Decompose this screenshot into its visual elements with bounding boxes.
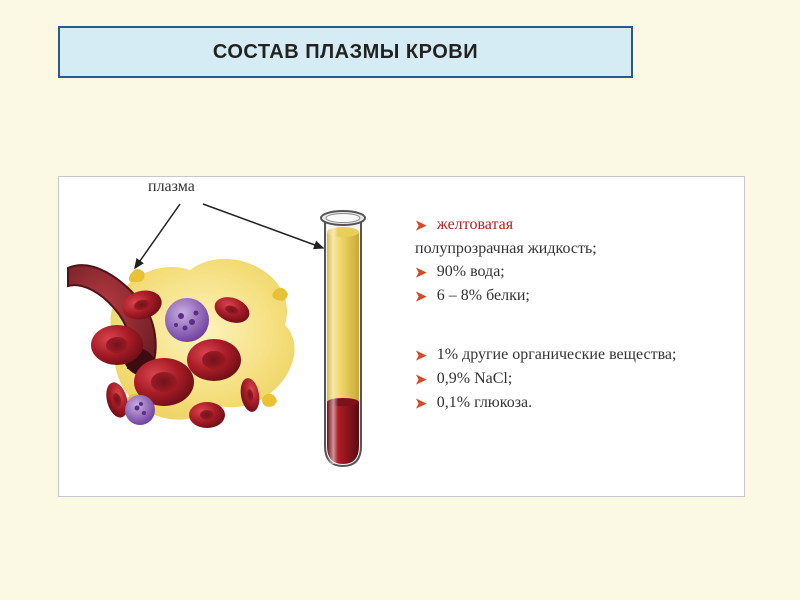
bullet-icon: ➤	[415, 216, 427, 235]
bullet-text: 0,1% глюкоза.	[437, 392, 532, 414]
bullet-text: 6 – 8% белки;	[437, 285, 530, 307]
bullet-list: ➤ желтоватая полупрозрачная жидкость; ➤ …	[415, 214, 735, 415]
page-title: СОСТАВ ПЛАЗМЫ КРОВИ	[213, 41, 478, 64]
list-item: ➤ желтоватая	[415, 214, 735, 236]
list-item: ➤ 0,9% NaCl;	[415, 368, 735, 390]
label-arrows	[125, 198, 345, 318]
list-item: полупрозрачная жидкость;	[415, 238, 735, 260]
bullet-text: 1% другие органические вещества;	[437, 344, 677, 366]
bullet-icon: ➤	[415, 346, 427, 365]
list-item: ➤ 0,1% глюкоза.	[415, 392, 735, 414]
list-item: ➤ 90% вода;	[415, 261, 735, 283]
bullet-text: 90% вода;	[437, 261, 505, 283]
list-item: ➤ 1% другие органические вещества;	[415, 344, 735, 366]
bullet-icon: ➤	[415, 287, 427, 306]
bullet-icon: ➤	[415, 263, 427, 282]
bullet-icon: ➤	[415, 394, 427, 413]
bullet-accent: желтоватая	[437, 216, 513, 233]
bullet-icon: ➤	[415, 370, 427, 389]
plasma-label: плазма	[148, 178, 195, 196]
title-box: СОСТАВ ПЛАЗМЫ КРОВИ	[58, 26, 633, 78]
bullet-text: 0,9% NaCl;	[437, 368, 513, 390]
list-item: ➤ 6 – 8% белки;	[415, 285, 735, 307]
bullet-text: полупрозрачная жидкость;	[415, 238, 597, 260]
